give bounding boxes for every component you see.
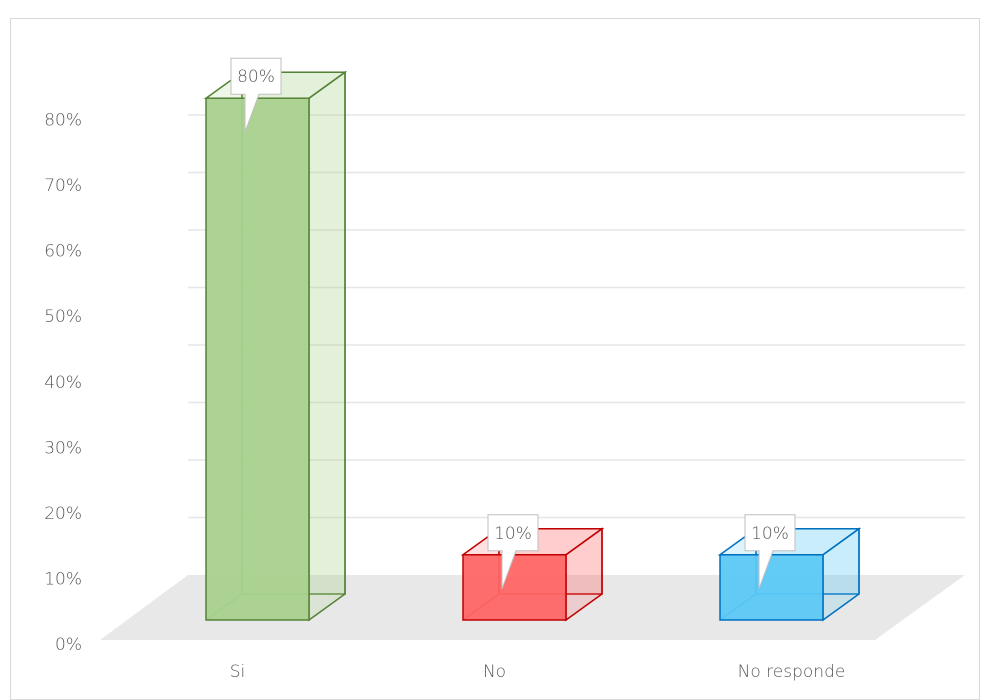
- y-tick-label: 0%: [55, 635, 82, 655]
- bar-front: [462, 554, 567, 621]
- value-label-box: [487, 514, 539, 589]
- y-tick-label: 20%: [44, 504, 82, 524]
- value-label-box: [230, 57, 282, 133]
- y-tick-label: 50%: [44, 307, 82, 327]
- value-label: 10%: [751, 524, 789, 544]
- x-tick-label: Si: [230, 662, 246, 682]
- bar: [203, 70, 348, 622]
- bar-front: [205, 97, 310, 621]
- y-tick-label: 70%: [44, 176, 82, 196]
- y-tick-label: 60%: [44, 242, 82, 262]
- x-tick-label: No responde: [738, 662, 846, 682]
- y-tick-label: 40%: [44, 373, 82, 393]
- x-tick-label: No: [483, 662, 506, 682]
- y-tick-label: 10%: [44, 569, 82, 589]
- value-label: 10%: [494, 524, 532, 544]
- y-tick-label: 80%: [44, 111, 82, 131]
- value-label: 80%: [237, 67, 275, 87]
- bar-side: [308, 70, 346, 622]
- y-tick-label: 30%: [44, 438, 82, 458]
- bar-front: [719, 554, 824, 621]
- value-label-box: [744, 514, 796, 589]
